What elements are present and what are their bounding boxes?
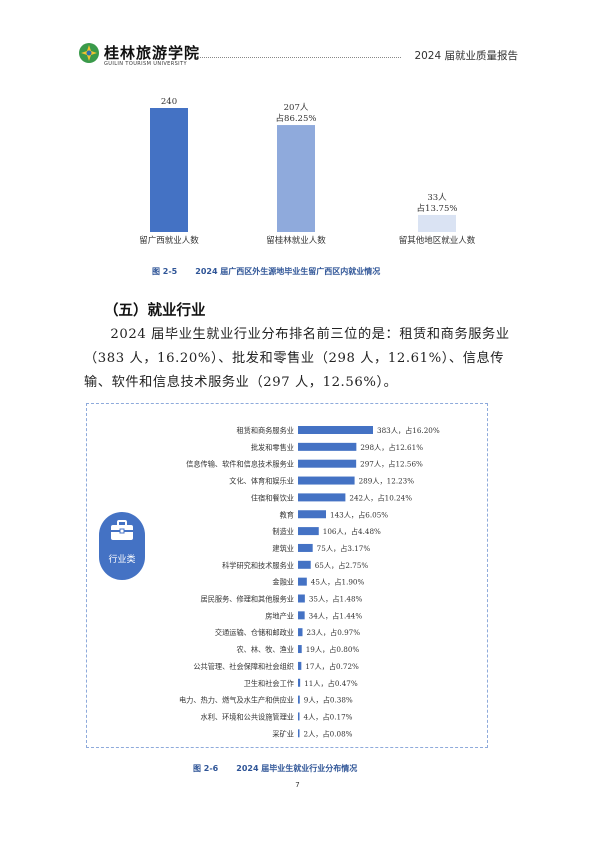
category-label: 居民服务、修理和其他服务业 <box>201 595 294 604</box>
bar-10 <box>298 577 307 586</box>
chart-industry-distribution: 租赁和商务服务业 383人，占16.20% 批发和零售业 298人，占12.61% 信息… <box>179 426 440 738</box>
category-label: 交通运输、仓储和邮政业 <box>215 628 294 637</box>
bar-data-label: 9人，占0.38% <box>304 696 353 705</box>
category-label: 信息传输、软件和信息技术服务业 <box>186 460 294 469</box>
bar-11 <box>298 594 305 603</box>
bar-1 <box>150 108 188 232</box>
page-number: 7 <box>295 781 300 789</box>
category-label: 科学研究和技术服务业 <box>222 561 294 570</box>
section-title: （五）就业行业 <box>104 303 206 319</box>
bar-18 <box>298 712 300 721</box>
bar-data-label: 65人，占2.75% <box>315 561 369 570</box>
school-name-cn: 桂林旅游学院 <box>104 44 201 62</box>
bar-data-label: 289人，12.23% <box>359 477 415 486</box>
bar-data-label: 34人，占1.44% <box>309 611 363 620</box>
bar-16 <box>298 678 301 687</box>
bar-2 <box>277 125 315 232</box>
category-label: 批发和零售业 <box>251 443 294 452</box>
category-label: 农、林、牧、渔业 <box>236 645 294 654</box>
bar-9 <box>298 560 311 569</box>
bar-19 <box>298 729 300 738</box>
page-header: 桂林旅游学院 GUILIN TOURISM UNIVERSITY 2024 届就… <box>78 40 518 76</box>
bar-13 <box>298 628 303 637</box>
bar-data-label: 45人，占1.90% <box>311 578 365 587</box>
category-label: 留广西就业人数 <box>139 235 199 246</box>
bar-8 <box>298 543 313 552</box>
bar-2 <box>298 442 357 451</box>
category-label: 住宿和餐饮业 <box>251 493 294 502</box>
category-label: 文化、体育和娱乐业 <box>229 477 294 486</box>
paragraph-text: 2024 届毕业生就业行业分布排名前三位的是：租赁和商务服务业（383 人，16… <box>84 327 510 390</box>
category-label: 留桂林就业人数 <box>266 235 326 246</box>
figure-title: 2024 届毕业生就业行业分布情况 <box>236 764 358 773</box>
bar-6 <box>298 510 327 519</box>
report-title: 2024 届就业质量报告 <box>414 50 518 62</box>
bar-3 <box>418 214 456 232</box>
category-label: 公共管理、社会保障和社会组织 <box>193 662 294 671</box>
bar-12 <box>298 611 305 620</box>
bar-data-label: 占86.25% <box>276 113 317 124</box>
bar-data-label: 298人，占12.61% <box>360 443 423 452</box>
bar-3 <box>298 459 357 468</box>
category-label: 水利、环境和公共设施管理业 <box>201 712 294 721</box>
figure-title: 2024 届广西区外生源地毕业生留广西区内就业情况 <box>195 267 381 276</box>
category-label: 电力、热力、燃气及水生产和供应业 <box>179 696 294 705</box>
header-dotted-rule <box>196 57 401 58</box>
university-logo-icon <box>79 43 99 63</box>
category-label: 采矿业 <box>272 729 294 738</box>
bar-4 <box>298 476 355 485</box>
bar-1 <box>298 426 373 434</box>
bar-data-label: 297人，占12.56% <box>360 460 423 469</box>
bar-data-label: 2人，占0.08% <box>304 729 353 738</box>
bar-7 <box>298 527 319 536</box>
category-label: 金融业 <box>272 578 294 587</box>
bar-data-label: 33人 <box>427 193 447 203</box>
bar-data-label: 106人，占4.48% <box>323 527 381 536</box>
bar-17 <box>298 695 300 704</box>
figure-number: 图 2-6 <box>193 764 219 773</box>
bar-data-label: 23人，占0.97% <box>307 628 361 637</box>
bar-data-label: 242人，占10.24% <box>349 493 412 502</box>
chart-frame <box>86 403 488 748</box>
category-label: 留其他地区就业人数 <box>399 235 476 246</box>
bar-5 <box>298 493 346 502</box>
category-label: 房地产业 <box>265 611 294 620</box>
bar-data-label: 240 <box>161 97 177 107</box>
bar-data-label: 143人，占6.05% <box>330 510 388 519</box>
bar-data-label: 35人，占1.48% <box>309 595 363 604</box>
category-label: 建筑业 <box>272 544 294 553</box>
bar-data-label: 207人 <box>284 103 309 113</box>
category-label: 租赁和商务服务业 <box>236 426 294 435</box>
school-name-en: GUILIN TOURISM UNIVERSITY <box>104 61 187 67</box>
bar-data-label: 17人，占0.72% <box>305 662 359 671</box>
bar-15 <box>298 661 302 670</box>
bar-data-label: 占13.75% <box>417 203 458 214</box>
badge-label: 行业类 <box>108 555 136 565</box>
bar-14 <box>298 645 302 654</box>
body-paragraph: 2024 届毕业生就业行业分布排名前三位的是：租赁和商务服务业（383 人，16… <box>84 323 524 395</box>
figure-2-6-caption: 图 2-6 2024 届毕业生就业行业分布情况 <box>193 763 357 774</box>
industry-badge: 行业类 <box>99 512 145 580</box>
figure-2-5-caption: 图 2-5 2024 届广西区外生源地毕业生留广西区内就业情况 <box>152 266 380 277</box>
briefcase-icon <box>111 520 133 540</box>
figure-number: 图 2-5 <box>152 267 178 276</box>
bar-data-label: 75人，占3.17% <box>317 544 371 553</box>
bar-data-label: 383人，占16.20% <box>377 426 440 435</box>
category-label: 教育 <box>280 510 294 519</box>
category-label: 制造业 <box>272 527 294 536</box>
category-label: 卫生和社会工作 <box>244 679 294 688</box>
bar-data-label: 11人，占0.47% <box>304 679 358 688</box>
bar-data-label: 19人，占0.80% <box>306 645 360 654</box>
bar-data-label: 4人，占0.17% <box>304 712 353 721</box>
